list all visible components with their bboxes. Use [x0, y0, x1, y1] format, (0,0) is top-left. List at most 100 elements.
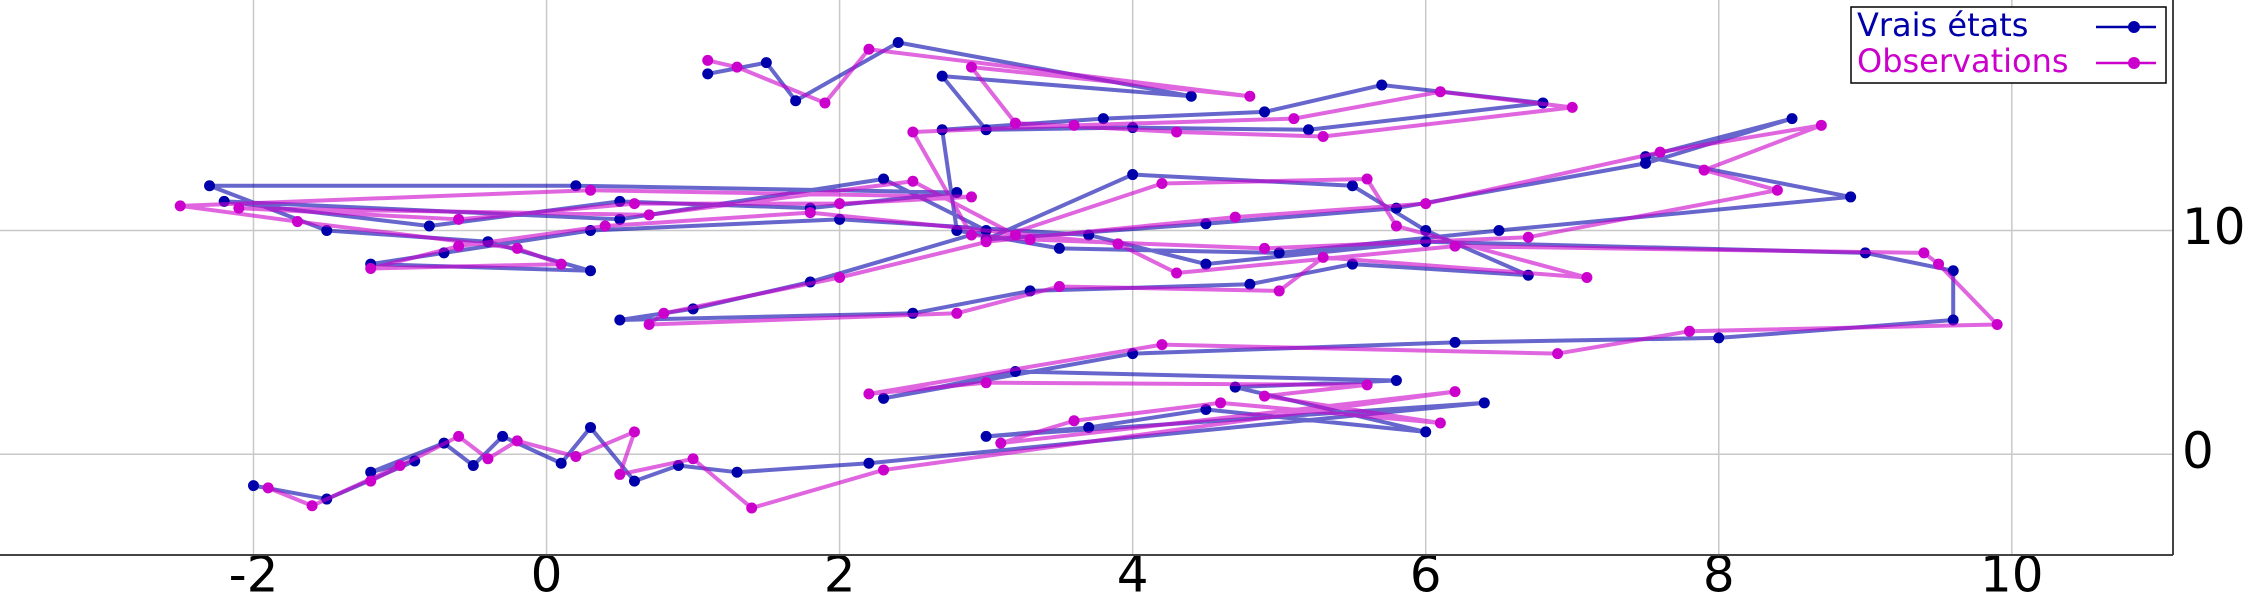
point	[453, 430, 465, 442]
point	[1434, 417, 1446, 429]
point	[1317, 131, 1329, 143]
point	[1434, 86, 1446, 98]
point	[702, 54, 714, 66]
point	[907, 175, 919, 187]
legend-label: Vrais états	[1857, 6, 2028, 44]
x-tick-label: 2	[824, 546, 856, 600]
point	[878, 464, 890, 476]
point	[731, 466, 743, 478]
point	[863, 457, 875, 469]
point	[1845, 191, 1857, 203]
x-tick-label: 8	[1703, 546, 1735, 600]
x-tick-label: 6	[1410, 546, 1442, 600]
point	[1288, 113, 1300, 125]
point	[1566, 101, 1578, 113]
point	[204, 180, 216, 192]
legend-label: Observations	[1857, 42, 2069, 80]
point	[1713, 332, 1725, 344]
point	[365, 263, 377, 275]
point	[1786, 113, 1798, 125]
point	[1068, 415, 1080, 427]
point	[1156, 339, 1168, 351]
point	[291, 216, 303, 228]
y-tick-label: 0	[2182, 422, 2214, 480]
point	[1127, 169, 1139, 181]
point	[863, 388, 875, 400]
point	[980, 236, 992, 248]
point	[1215, 397, 1227, 409]
legend-marker	[2128, 21, 2140, 33]
point	[394, 459, 406, 471]
point	[643, 318, 655, 330]
point	[1376, 79, 1388, 91]
point	[321, 225, 333, 237]
point	[1185, 90, 1197, 102]
point	[423, 220, 435, 232]
point	[907, 126, 919, 138]
point	[365, 475, 377, 487]
point	[834, 198, 846, 210]
point	[306, 500, 318, 512]
point	[1420, 198, 1432, 210]
point	[1024, 233, 1036, 245]
point	[1053, 242, 1065, 254]
point	[247, 480, 259, 492]
point	[1259, 106, 1271, 118]
point	[614, 213, 626, 225]
point	[1244, 90, 1256, 102]
point	[951, 307, 963, 319]
point	[1244, 278, 1256, 290]
point	[453, 213, 465, 225]
point	[702, 68, 714, 80]
point	[1420, 426, 1432, 438]
point	[965, 61, 977, 73]
point	[453, 240, 465, 252]
point	[585, 184, 597, 196]
point	[262, 482, 274, 494]
point	[995, 437, 1007, 449]
point	[1259, 390, 1271, 402]
point	[965, 229, 977, 241]
point	[614, 468, 626, 480]
point	[731, 61, 743, 73]
x-tick-label: 4	[1117, 546, 1149, 600]
point	[1390, 220, 1402, 232]
x-tick-label: 10	[1980, 546, 2044, 600]
point	[467, 459, 479, 471]
point	[834, 272, 846, 283]
point	[1273, 247, 1285, 259]
point	[1009, 117, 1021, 129]
plot-area	[0, 0, 2173, 555]
point	[936, 70, 948, 82]
point	[599, 220, 611, 232]
point	[1361, 173, 1373, 185]
point	[980, 430, 992, 442]
point	[570, 180, 582, 192]
point	[1229, 211, 1241, 223]
point	[1815, 119, 1827, 131]
point	[1053, 280, 1065, 292]
point	[1683, 325, 1695, 337]
point	[1698, 164, 1710, 176]
point	[555, 258, 567, 270]
y-tick-label: 10	[2182, 198, 2246, 256]
point	[233, 202, 245, 214]
point	[628, 426, 640, 438]
point	[482, 453, 494, 465]
point	[1581, 272, 1593, 283]
point	[1068, 119, 1080, 131]
point	[878, 173, 890, 185]
point	[1273, 285, 1285, 297]
point	[511, 435, 523, 447]
point	[1259, 242, 1271, 254]
point	[1171, 126, 1183, 138]
x-tick-label: -2	[229, 546, 279, 600]
point	[1478, 397, 1490, 409]
point	[174, 200, 186, 212]
point	[760, 57, 772, 69]
point	[1991, 318, 2003, 330]
point	[1449, 386, 1461, 398]
series-line	[178, 47, 2000, 511]
point	[628, 198, 640, 210]
point	[585, 421, 597, 433]
